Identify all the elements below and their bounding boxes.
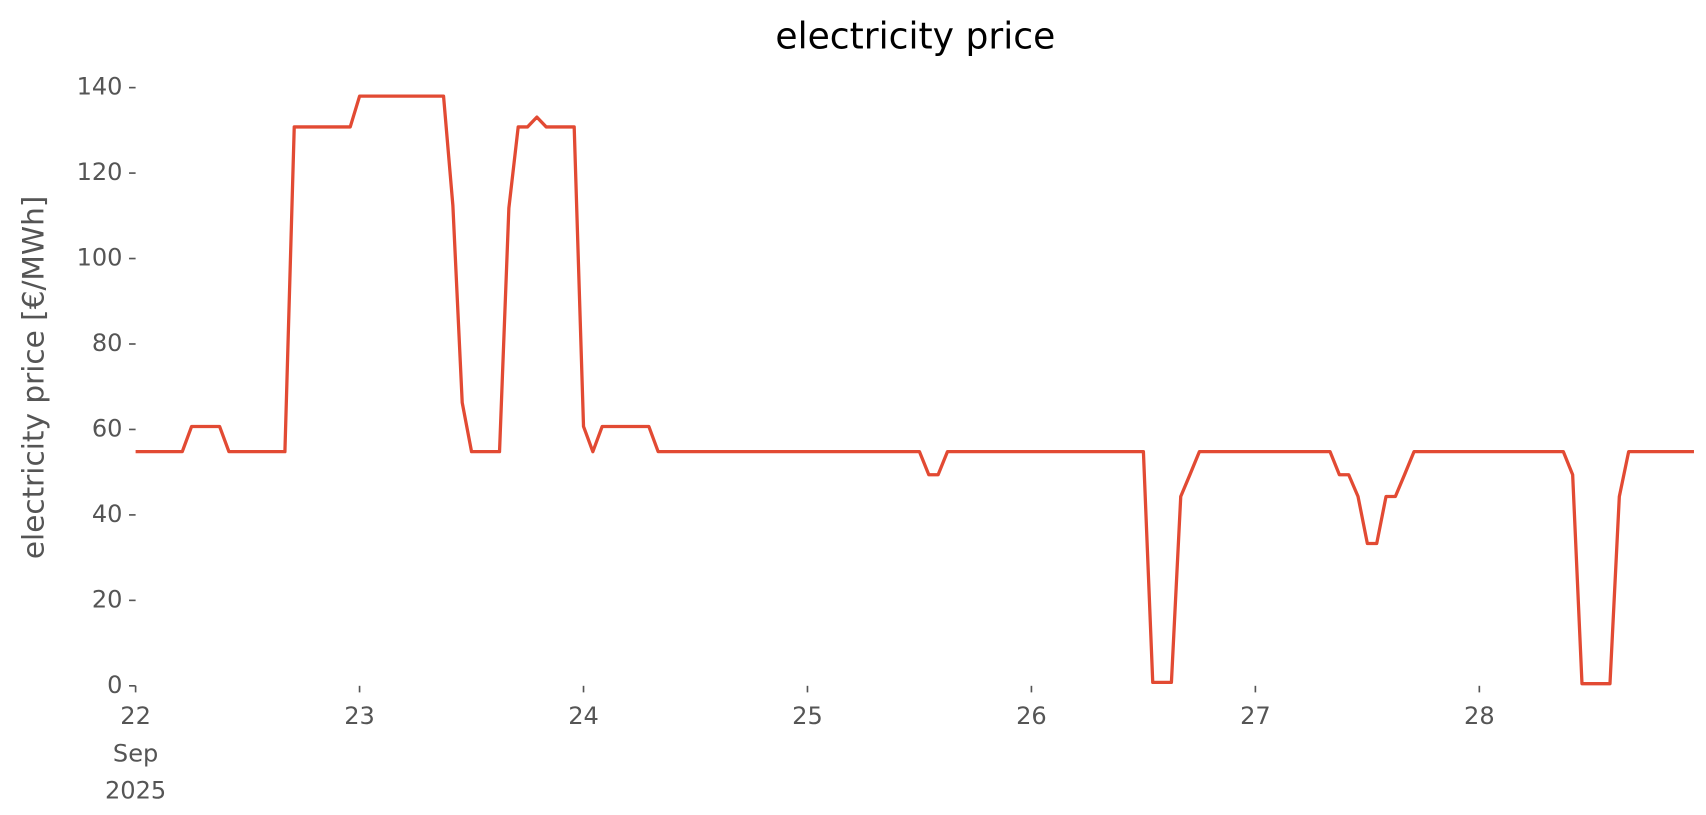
x-tick-label: 23 bbox=[344, 703, 375, 731]
x-tick-label-box: 22 Sep 2025 bbox=[104, 703, 167, 806]
x-tick-label-box: 24 bbox=[568, 703, 599, 731]
x-tick-label-box: 25 bbox=[792, 703, 823, 731]
x-tick-label-box: 28 bbox=[1464, 703, 1495, 731]
x-tick-label-box: 23 bbox=[344, 703, 375, 731]
x-tick-label: 28 bbox=[1464, 703, 1495, 731]
x-tick-label-box: 26 bbox=[1016, 703, 1047, 731]
y-tick-label: 0 bbox=[107, 671, 122, 699]
x-tick-label: 26 bbox=[1016, 703, 1047, 731]
x-tick-label: 22 Sep 2025 bbox=[104, 703, 167, 806]
x-tick-label: 25 bbox=[792, 703, 823, 731]
x-tick-label: 24 bbox=[568, 703, 599, 731]
y-tick-label: 80 bbox=[92, 329, 123, 357]
y-tick-label: 140 bbox=[77, 73, 123, 101]
chart-title: electricity price bbox=[775, 15, 1055, 57]
x-tick-label-box: 27 bbox=[1240, 703, 1271, 731]
price-line bbox=[135, 94, 1694, 686]
y-tick-label: 120 bbox=[77, 158, 123, 186]
y-axis-label: electricity price [€/MWh] bbox=[16, 196, 50, 559]
y-tick-label: 100 bbox=[77, 244, 123, 272]
x-tick-label: 27 bbox=[1240, 703, 1271, 731]
y-tick-label: 20 bbox=[92, 585, 123, 613]
y-tick-label: 40 bbox=[92, 500, 123, 528]
y-tick-label: 60 bbox=[92, 414, 123, 442]
